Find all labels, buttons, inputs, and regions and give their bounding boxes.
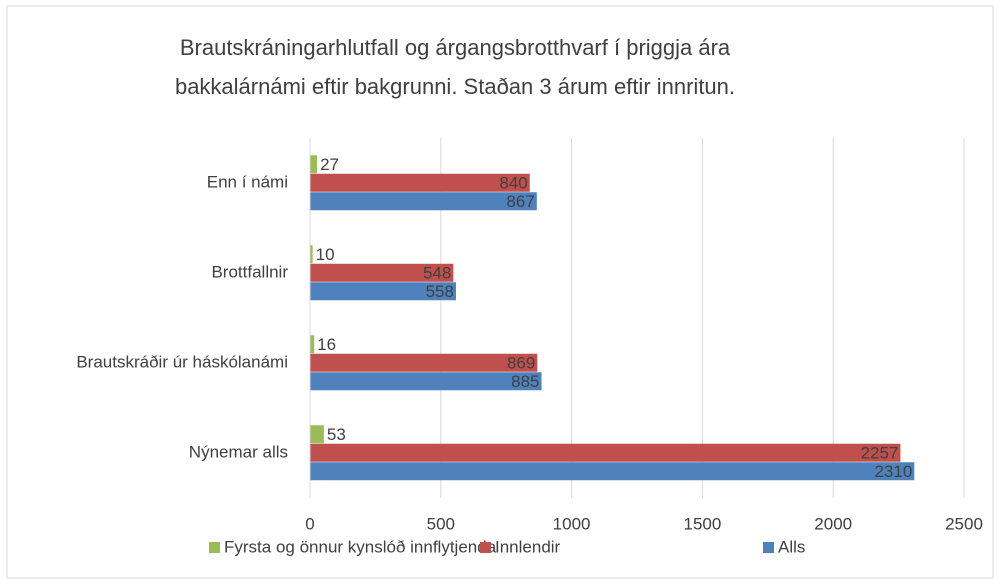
data-label: 2310 <box>874 462 912 481</box>
bar <box>310 192 537 211</box>
legend-label: Innlendir <box>495 537 561 556</box>
bar <box>310 245 313 264</box>
data-label: 16 <box>317 335 336 354</box>
y-tick-label: Brottfallnir <box>211 262 288 281</box>
data-label: 548 <box>423 263 451 282</box>
data-label: 558 <box>426 282 454 301</box>
y-tick-label: Nýnemar alls <box>189 442 288 461</box>
bar <box>310 462 915 481</box>
legend-label: Fyrsta og önnur kynslóð innflytjenda <box>224 537 497 556</box>
legend-label: Alls <box>778 537 805 556</box>
bar <box>310 372 542 391</box>
data-label: 10 <box>316 245 335 264</box>
bar <box>310 173 530 192</box>
data-label: 885 <box>511 372 539 391</box>
bar <box>310 335 315 354</box>
x-tick-label: 2000 <box>814 514 852 533</box>
bar <box>310 353 538 372</box>
legend-swatch <box>480 542 491 553</box>
data-label: 27 <box>320 155 339 174</box>
chart-title: Brautskráningarhlutfall og árgangsbrotth… <box>180 35 731 60</box>
x-tick-label: 2500 <box>945 514 983 533</box>
data-label: 53 <box>327 425 346 444</box>
bar <box>310 443 901 462</box>
bar <box>310 425 324 444</box>
y-tick-label: Brautskráðir úr háskólanámi <box>76 352 288 371</box>
bar <box>310 282 456 301</box>
data-label: 840 <box>499 173 527 192</box>
bar <box>310 155 318 174</box>
legend-swatch <box>763 542 774 553</box>
data-label: 867 <box>506 192 534 211</box>
y-tick-label: Enn í námi <box>207 172 288 191</box>
data-label: 2257 <box>861 443 899 462</box>
chart-title: bakkalárnámi eftir bakgrunni. Staðan 3 á… <box>175 74 735 99</box>
legend-swatch <box>209 542 220 553</box>
data-label: 869 <box>507 353 535 372</box>
x-tick-label: 1000 <box>553 514 591 533</box>
x-tick-label: 1500 <box>683 514 721 533</box>
chart-border <box>6 5 994 579</box>
bar <box>310 263 454 282</box>
x-tick-label: 500 <box>427 514 455 533</box>
x-tick-label: 0 <box>305 514 314 533</box>
